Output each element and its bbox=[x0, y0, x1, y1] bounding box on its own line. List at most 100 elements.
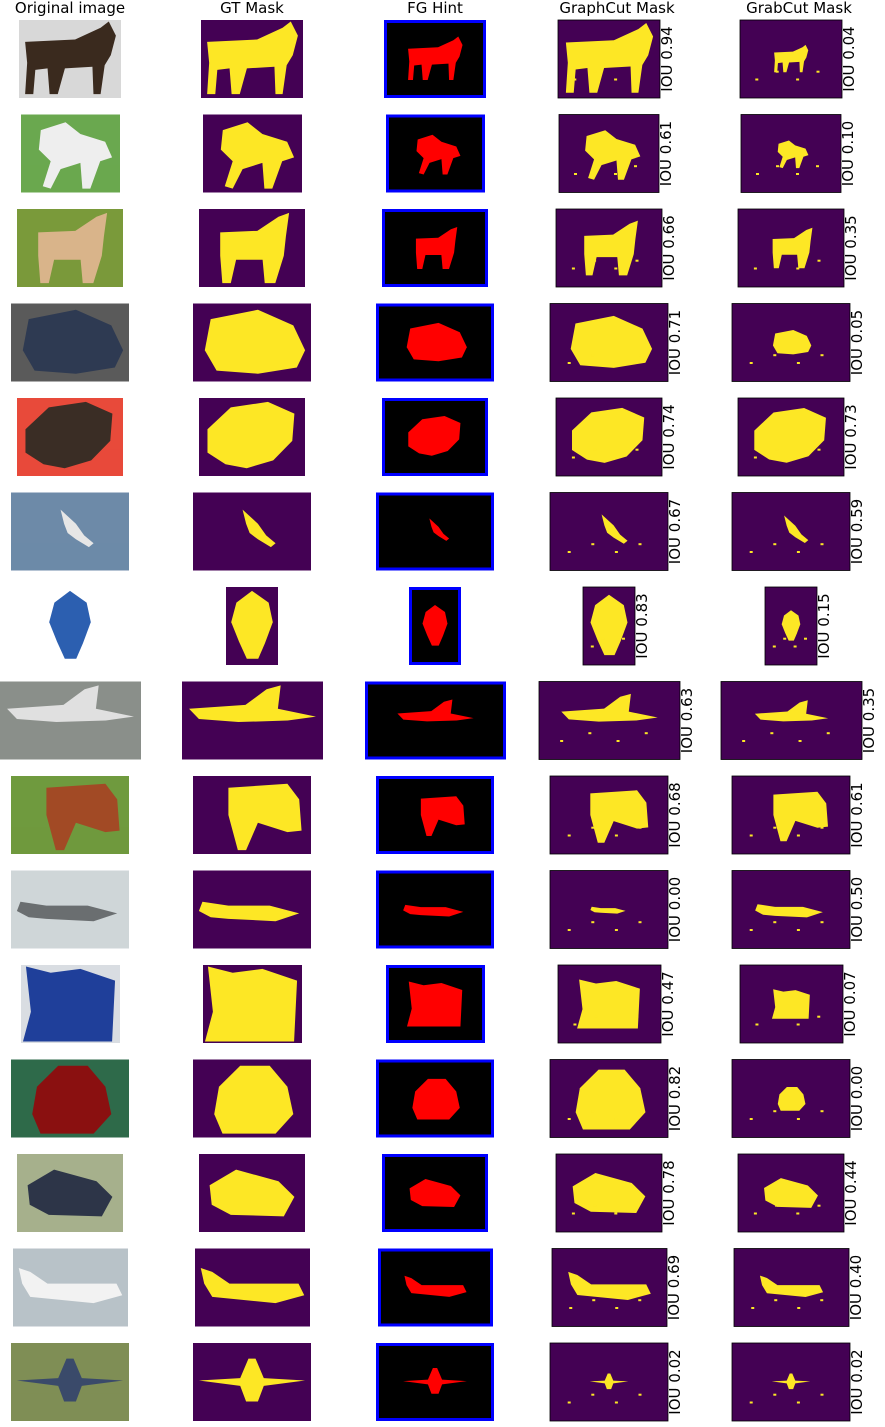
row-13-graphcut-mask bbox=[556, 1154, 662, 1232]
row-15-grabcut-iou-label: IOU 0.02 bbox=[848, 1349, 866, 1414]
row-3-graphcut-mask bbox=[556, 209, 662, 287]
row-6-fg-hint bbox=[376, 493, 494, 571]
row-4-grabcut-mask bbox=[732, 304, 850, 382]
row-11-original-image bbox=[21, 965, 120, 1043]
row-8-graphcut-mask bbox=[539, 682, 680, 760]
row-5-fg-hint bbox=[382, 398, 488, 476]
row-2-grabcut-iou-label: IOU 0.10 bbox=[839, 121, 857, 186]
row-7-graphcut-mask bbox=[583, 587, 635, 665]
row-8-fg-hint bbox=[365, 682, 506, 760]
row-13-grabcut-mask bbox=[738, 1154, 844, 1232]
row-14-fg-hint bbox=[378, 1249, 493, 1327]
row-6-grabcut-iou-label: IOU 0.59 bbox=[848, 499, 866, 564]
row-11-graphcut-mask bbox=[558, 965, 661, 1043]
row-10-grabcut-mask bbox=[732, 871, 850, 949]
row-1-grabcut-mask bbox=[740, 20, 842, 98]
row-9-gt-mask bbox=[193, 776, 311, 854]
row-4-original-image bbox=[11, 304, 129, 382]
header-graphcut-mask: GraphCut Mask bbox=[559, 0, 675, 17]
row-10-fg-hint bbox=[376, 871, 494, 949]
row-12-original-image bbox=[11, 1060, 129, 1138]
row-3-grabcut-iou-label: IOU 0.35 bbox=[842, 215, 860, 280]
row-9-graphcut-mask bbox=[550, 776, 668, 854]
row-12-fg-hint bbox=[376, 1060, 494, 1138]
row-10-graphcut-mask bbox=[550, 871, 668, 949]
row-4-graphcut-mask bbox=[550, 304, 668, 382]
row-6-grabcut-mask bbox=[732, 493, 850, 571]
row-6-graphcut-mask bbox=[550, 493, 668, 571]
row-5-grabcut-iou-label: IOU 0.73 bbox=[842, 404, 860, 469]
row-1-original-image bbox=[19, 20, 121, 98]
row-7-grabcut-mask bbox=[765, 587, 817, 665]
row-13-original-image bbox=[17, 1154, 123, 1232]
row-9-grabcut-mask bbox=[732, 776, 850, 854]
header-fg-hint: FG Hint bbox=[407, 0, 463, 17]
row-14-graphcut-mask bbox=[552, 1249, 667, 1327]
row-2-graphcut-mask bbox=[559, 115, 659, 193]
row-1-graphcut-mask bbox=[558, 20, 660, 98]
row-6-original-image bbox=[11, 493, 129, 571]
row-8-graphcut-iou-label: IOU 0.63 bbox=[678, 688, 696, 753]
row-3-original-image bbox=[17, 209, 123, 287]
row-14-graphcut-iou-label: IOU 0.69 bbox=[665, 1255, 683, 1320]
row-11-grabcut-mask bbox=[740, 965, 843, 1043]
row-13-grabcut-iou-label: IOU 0.44 bbox=[842, 1160, 860, 1225]
row-12-grabcut-mask bbox=[732, 1060, 850, 1138]
row-13-gt-mask bbox=[199, 1154, 305, 1232]
row-13-fg-hint bbox=[382, 1154, 488, 1232]
row-8-original-image bbox=[0, 682, 141, 760]
row-13-graphcut-iou-label: IOU 0.78 bbox=[660, 1160, 678, 1225]
row-11-graphcut-iou-label: IOU 0.47 bbox=[659, 971, 677, 1036]
row-14-grabcut-mask bbox=[734, 1249, 849, 1327]
header-gt-mask: GT Mask bbox=[220, 0, 284, 17]
row-10-graphcut-iou-label: IOU 0.00 bbox=[666, 877, 684, 942]
row-14-gt-mask bbox=[195, 1249, 310, 1327]
row-1-grabcut-iou-label: IOU 0.04 bbox=[840, 26, 858, 91]
row-4-gt-mask bbox=[193, 304, 311, 382]
row-14-original-image bbox=[13, 1249, 128, 1327]
row-2-gt-mask bbox=[203, 115, 302, 193]
header-grabcut-mask: GrabCut Mask bbox=[746, 0, 852, 17]
row-1-fg-hint bbox=[384, 20, 486, 98]
row-12-graphcut-mask bbox=[550, 1060, 668, 1138]
row-7-original-image bbox=[44, 587, 96, 665]
row-11-grabcut-iou-label: IOU 0.07 bbox=[841, 971, 859, 1036]
row-15-original-image bbox=[11, 1343, 129, 1421]
row-10-grabcut-iou-label: IOU 0.50 bbox=[848, 877, 866, 942]
row-11-fg-hint bbox=[386, 965, 485, 1043]
row-8-gt-mask bbox=[182, 682, 323, 760]
row-3-graphcut-iou-label: IOU 0.66 bbox=[660, 215, 678, 280]
row-4-fg-hint bbox=[376, 304, 494, 382]
row-15-graphcut-iou-label: IOU 0.02 bbox=[666, 1349, 684, 1414]
row-3-fg-hint bbox=[382, 209, 488, 287]
row-9-original-image bbox=[11, 776, 129, 854]
row-10-gt-mask bbox=[193, 871, 311, 949]
row-11-gt-mask bbox=[203, 965, 302, 1043]
row-5-gt-mask bbox=[199, 398, 305, 476]
row-14-grabcut-iou-label: IOU 0.40 bbox=[847, 1255, 865, 1320]
row-3-grabcut-mask bbox=[738, 209, 844, 287]
row-7-fg-hint bbox=[409, 587, 461, 665]
row-12-gt-mask bbox=[193, 1060, 311, 1138]
row-15-gt-mask bbox=[193, 1343, 311, 1421]
row-4-graphcut-iou-label: IOU 0.71 bbox=[666, 310, 684, 375]
row-15-fg-hint bbox=[376, 1343, 494, 1421]
row-2-fg-hint bbox=[386, 115, 485, 193]
row-7-gt-mask bbox=[226, 587, 278, 665]
row-12-graphcut-iou-label: IOU 0.82 bbox=[666, 1066, 684, 1131]
row-6-graphcut-iou-label: IOU 0.67 bbox=[666, 499, 684, 564]
row-15-grabcut-mask bbox=[732, 1343, 850, 1421]
row-1-gt-mask bbox=[201, 20, 303, 98]
row-5-original-image bbox=[17, 398, 123, 476]
row-5-grabcut-mask bbox=[738, 398, 844, 476]
row-7-graphcut-iou-label: IOU 0.83 bbox=[633, 593, 651, 658]
row-5-graphcut-iou-label: IOU 0.74 bbox=[660, 404, 678, 469]
row-10-original-image bbox=[11, 871, 129, 949]
row-2-graphcut-iou-label: IOU 0.61 bbox=[657, 121, 675, 186]
row-2-grabcut-mask bbox=[741, 115, 841, 193]
row-6-gt-mask bbox=[193, 493, 311, 571]
row-2-original-image bbox=[21, 115, 120, 193]
row-1-graphcut-iou-label: IOU 0.94 bbox=[658, 26, 676, 91]
